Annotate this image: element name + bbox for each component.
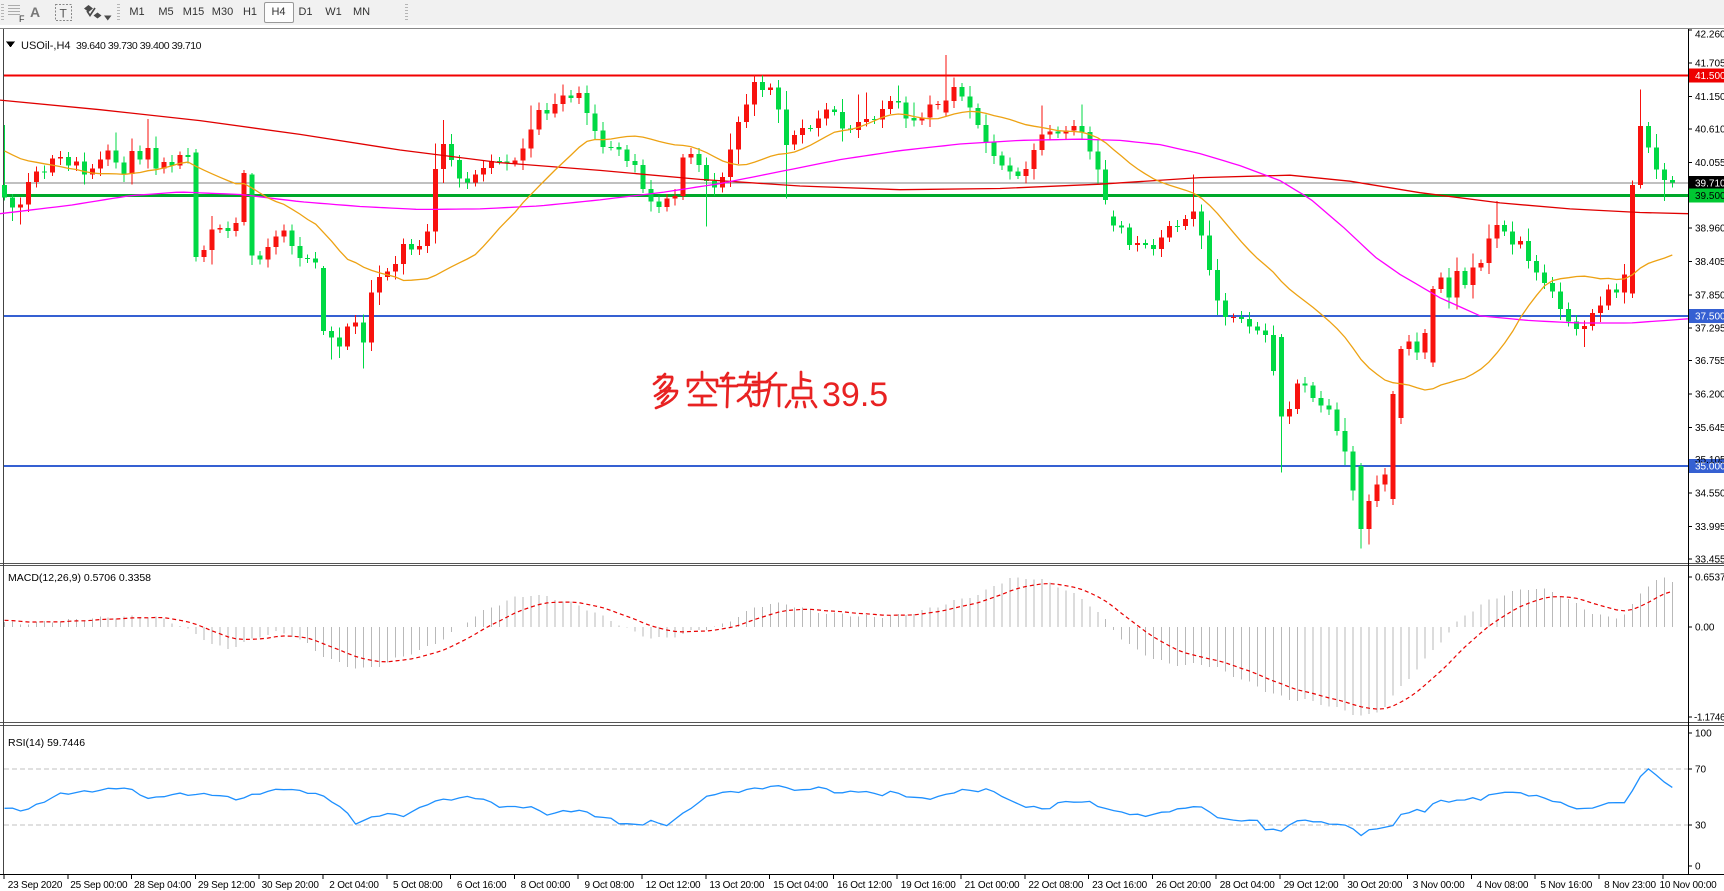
svg-text:28 Sep 04:00: 28 Sep 04:00 <box>134 880 192 891</box>
svg-text:42.260: 42.260 <box>1695 30 1724 41</box>
svg-text:25 Sep 00:00: 25 Sep 00:00 <box>70 880 128 891</box>
svg-text:29 Oct 12:00: 29 Oct 12:00 <box>1284 880 1339 891</box>
svg-text:37.295: 37.295 <box>1695 324 1724 335</box>
svg-text:36.200: 36.200 <box>1695 389 1724 400</box>
svg-text:35.000: 35.000 <box>1695 462 1724 473</box>
svg-text:5 Nov 16:00: 5 Nov 16:00 <box>1540 880 1592 891</box>
svg-text:MACD(12,26,9) 0.5706 0.3358: MACD(12,26,9) 0.5706 0.3358 <box>8 572 151 584</box>
svg-text:23 Sep 2020: 23 Sep 2020 <box>8 880 63 891</box>
svg-text:39.5: 39.5 <box>822 376 888 414</box>
svg-text:33.455: 33.455 <box>1695 554 1724 565</box>
svg-text:4 Nov 08:00: 4 Nov 08:00 <box>1477 880 1529 891</box>
svg-text:35.645: 35.645 <box>1695 423 1724 434</box>
svg-text:16 Oct 12:00: 16 Oct 12:00 <box>837 880 892 891</box>
svg-text:15 Oct 04:00: 15 Oct 04:00 <box>773 880 828 891</box>
svg-text:3 Nov 00:00: 3 Nov 00:00 <box>1413 880 1465 891</box>
svg-text:13 Oct 20:00: 13 Oct 20:00 <box>709 880 764 891</box>
svg-text:37.500: 37.500 <box>1695 311 1724 322</box>
svg-text:21 Oct 00:00: 21 Oct 00:00 <box>965 880 1020 891</box>
svg-text:0.6537: 0.6537 <box>1695 573 1724 584</box>
svg-text:36.755: 36.755 <box>1695 356 1724 367</box>
svg-text:F: F <box>19 14 25 23</box>
svg-text:35.105: 35.105 <box>1695 455 1724 466</box>
svg-text:8 Nov 23:00: 8 Nov 23:00 <box>1604 880 1656 891</box>
svg-text:33.995: 33.995 <box>1695 522 1724 533</box>
svg-text:30: 30 <box>1695 821 1707 832</box>
svg-text:29 Sep 12:00: 29 Sep 12:00 <box>198 880 256 891</box>
svg-text:41.150: 41.150 <box>1695 92 1724 103</box>
svg-text:38.960: 38.960 <box>1695 224 1724 235</box>
svg-text:5 Oct 08:00: 5 Oct 08:00 <box>393 880 443 891</box>
svg-text:0.00: 0.00 <box>1695 623 1715 634</box>
svg-text:22 Oct 08:00: 22 Oct 08:00 <box>1028 880 1083 891</box>
svg-text:19 Oct 16:00: 19 Oct 16:00 <box>901 880 956 891</box>
svg-text:8 Oct 00:00: 8 Oct 00:00 <box>521 880 571 891</box>
svg-text:2 Oct 04:00: 2 Oct 04:00 <box>329 880 379 891</box>
svg-text:39.710: 39.710 <box>1695 179 1724 190</box>
svg-text:12 Oct 12:00: 12 Oct 12:00 <box>646 880 701 891</box>
svg-text:26 Oct 20:00: 26 Oct 20:00 <box>1156 880 1211 891</box>
svg-text:70: 70 <box>1695 765 1707 776</box>
svg-text:39.640 39.730 39.400 39.710: 39.640 39.730 39.400 39.710 <box>76 40 202 52</box>
svg-text:T: T <box>60 7 68 21</box>
svg-text:41.500: 41.500 <box>1695 71 1724 82</box>
svg-text:9 Oct 08:00: 9 Oct 08:00 <box>584 880 634 891</box>
svg-text:38.405: 38.405 <box>1695 257 1724 268</box>
svg-text:100: 100 <box>1695 729 1712 740</box>
svg-text:37.850: 37.850 <box>1695 290 1724 301</box>
svg-text:34.550: 34.550 <box>1695 489 1724 500</box>
svg-text:41.705: 41.705 <box>1695 59 1724 70</box>
svg-text:39.500: 39.500 <box>1695 191 1724 202</box>
svg-text:40.055: 40.055 <box>1695 158 1724 169</box>
svg-text:40.610: 40.610 <box>1695 124 1724 135</box>
svg-text:-1.1746: -1.1746 <box>1694 713 1724 724</box>
svg-text:RSI(14) 59.7446: RSI(14) 59.7446 <box>8 737 85 749</box>
svg-text:USOil-,H4: USOil-,H4 <box>21 40 71 52</box>
svg-text:28 Oct 04:00: 28 Oct 04:00 <box>1220 880 1275 891</box>
svg-text:23 Oct 16:00: 23 Oct 16:00 <box>1092 880 1147 891</box>
svg-text:10 Nov 00:00: 10 Nov 00:00 <box>1659 880 1717 891</box>
svg-text:6 Oct 16:00: 6 Oct 16:00 <box>457 880 507 891</box>
svg-text:0: 0 <box>1695 862 1701 873</box>
svg-text:30 Sep 20:00: 30 Sep 20:00 <box>262 880 320 891</box>
svg-text:30 Oct 20:00: 30 Oct 20:00 <box>1347 880 1402 891</box>
